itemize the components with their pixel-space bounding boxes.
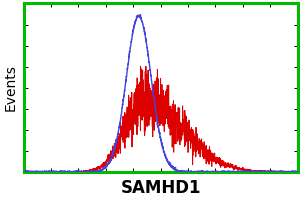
- Y-axis label: Events: Events: [4, 64, 17, 111]
- X-axis label: SAMHD1: SAMHD1: [120, 179, 201, 197]
